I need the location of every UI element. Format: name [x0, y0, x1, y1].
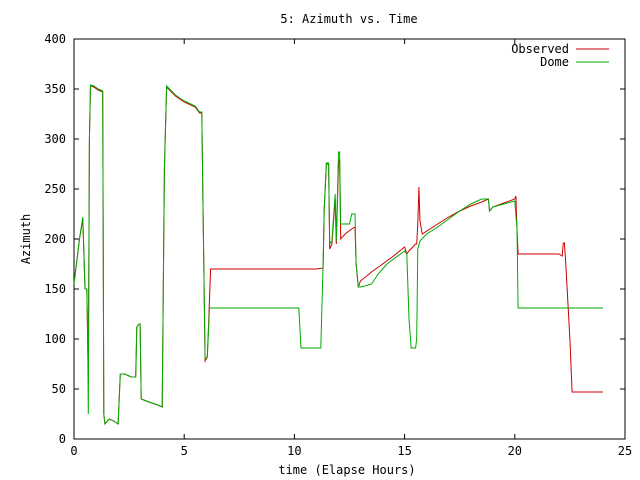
y-tick-label: 200	[44, 232, 66, 246]
y-tick-label: 0	[59, 432, 66, 446]
chart-title: 5: Azimuth vs. Time	[280, 12, 417, 26]
x-tick-label: 5	[181, 444, 188, 458]
y-tick-label: 250	[44, 182, 66, 196]
y-tick-label: 150	[44, 282, 66, 296]
series-lines	[73, 84, 603, 426]
x-axis-label: time (Elapse Hours)	[278, 463, 415, 477]
y-tick-label: 350	[44, 82, 66, 96]
y-tick-label: 100	[44, 332, 66, 346]
y-tick-label: 400	[44, 32, 66, 46]
legend-label-observed: Observed	[511, 42, 569, 56]
plot-frame	[73, 38, 626, 440]
series-line-observed	[73, 85, 603, 426]
x-tick-label: 20	[508, 444, 522, 458]
series-line-dome	[73, 84, 603, 426]
legend-label-dome: Dome	[540, 55, 569, 69]
x-tick-label: 0	[70, 444, 77, 458]
y-tick-label: 50	[52, 382, 66, 396]
x-tick-label: 25	[618, 444, 632, 458]
y-tick-label: 300	[44, 132, 66, 146]
x-tick-label: 15	[397, 444, 411, 458]
x-tick-label: 10	[287, 444, 301, 458]
y-axis-label: Azimuth	[19, 214, 33, 265]
